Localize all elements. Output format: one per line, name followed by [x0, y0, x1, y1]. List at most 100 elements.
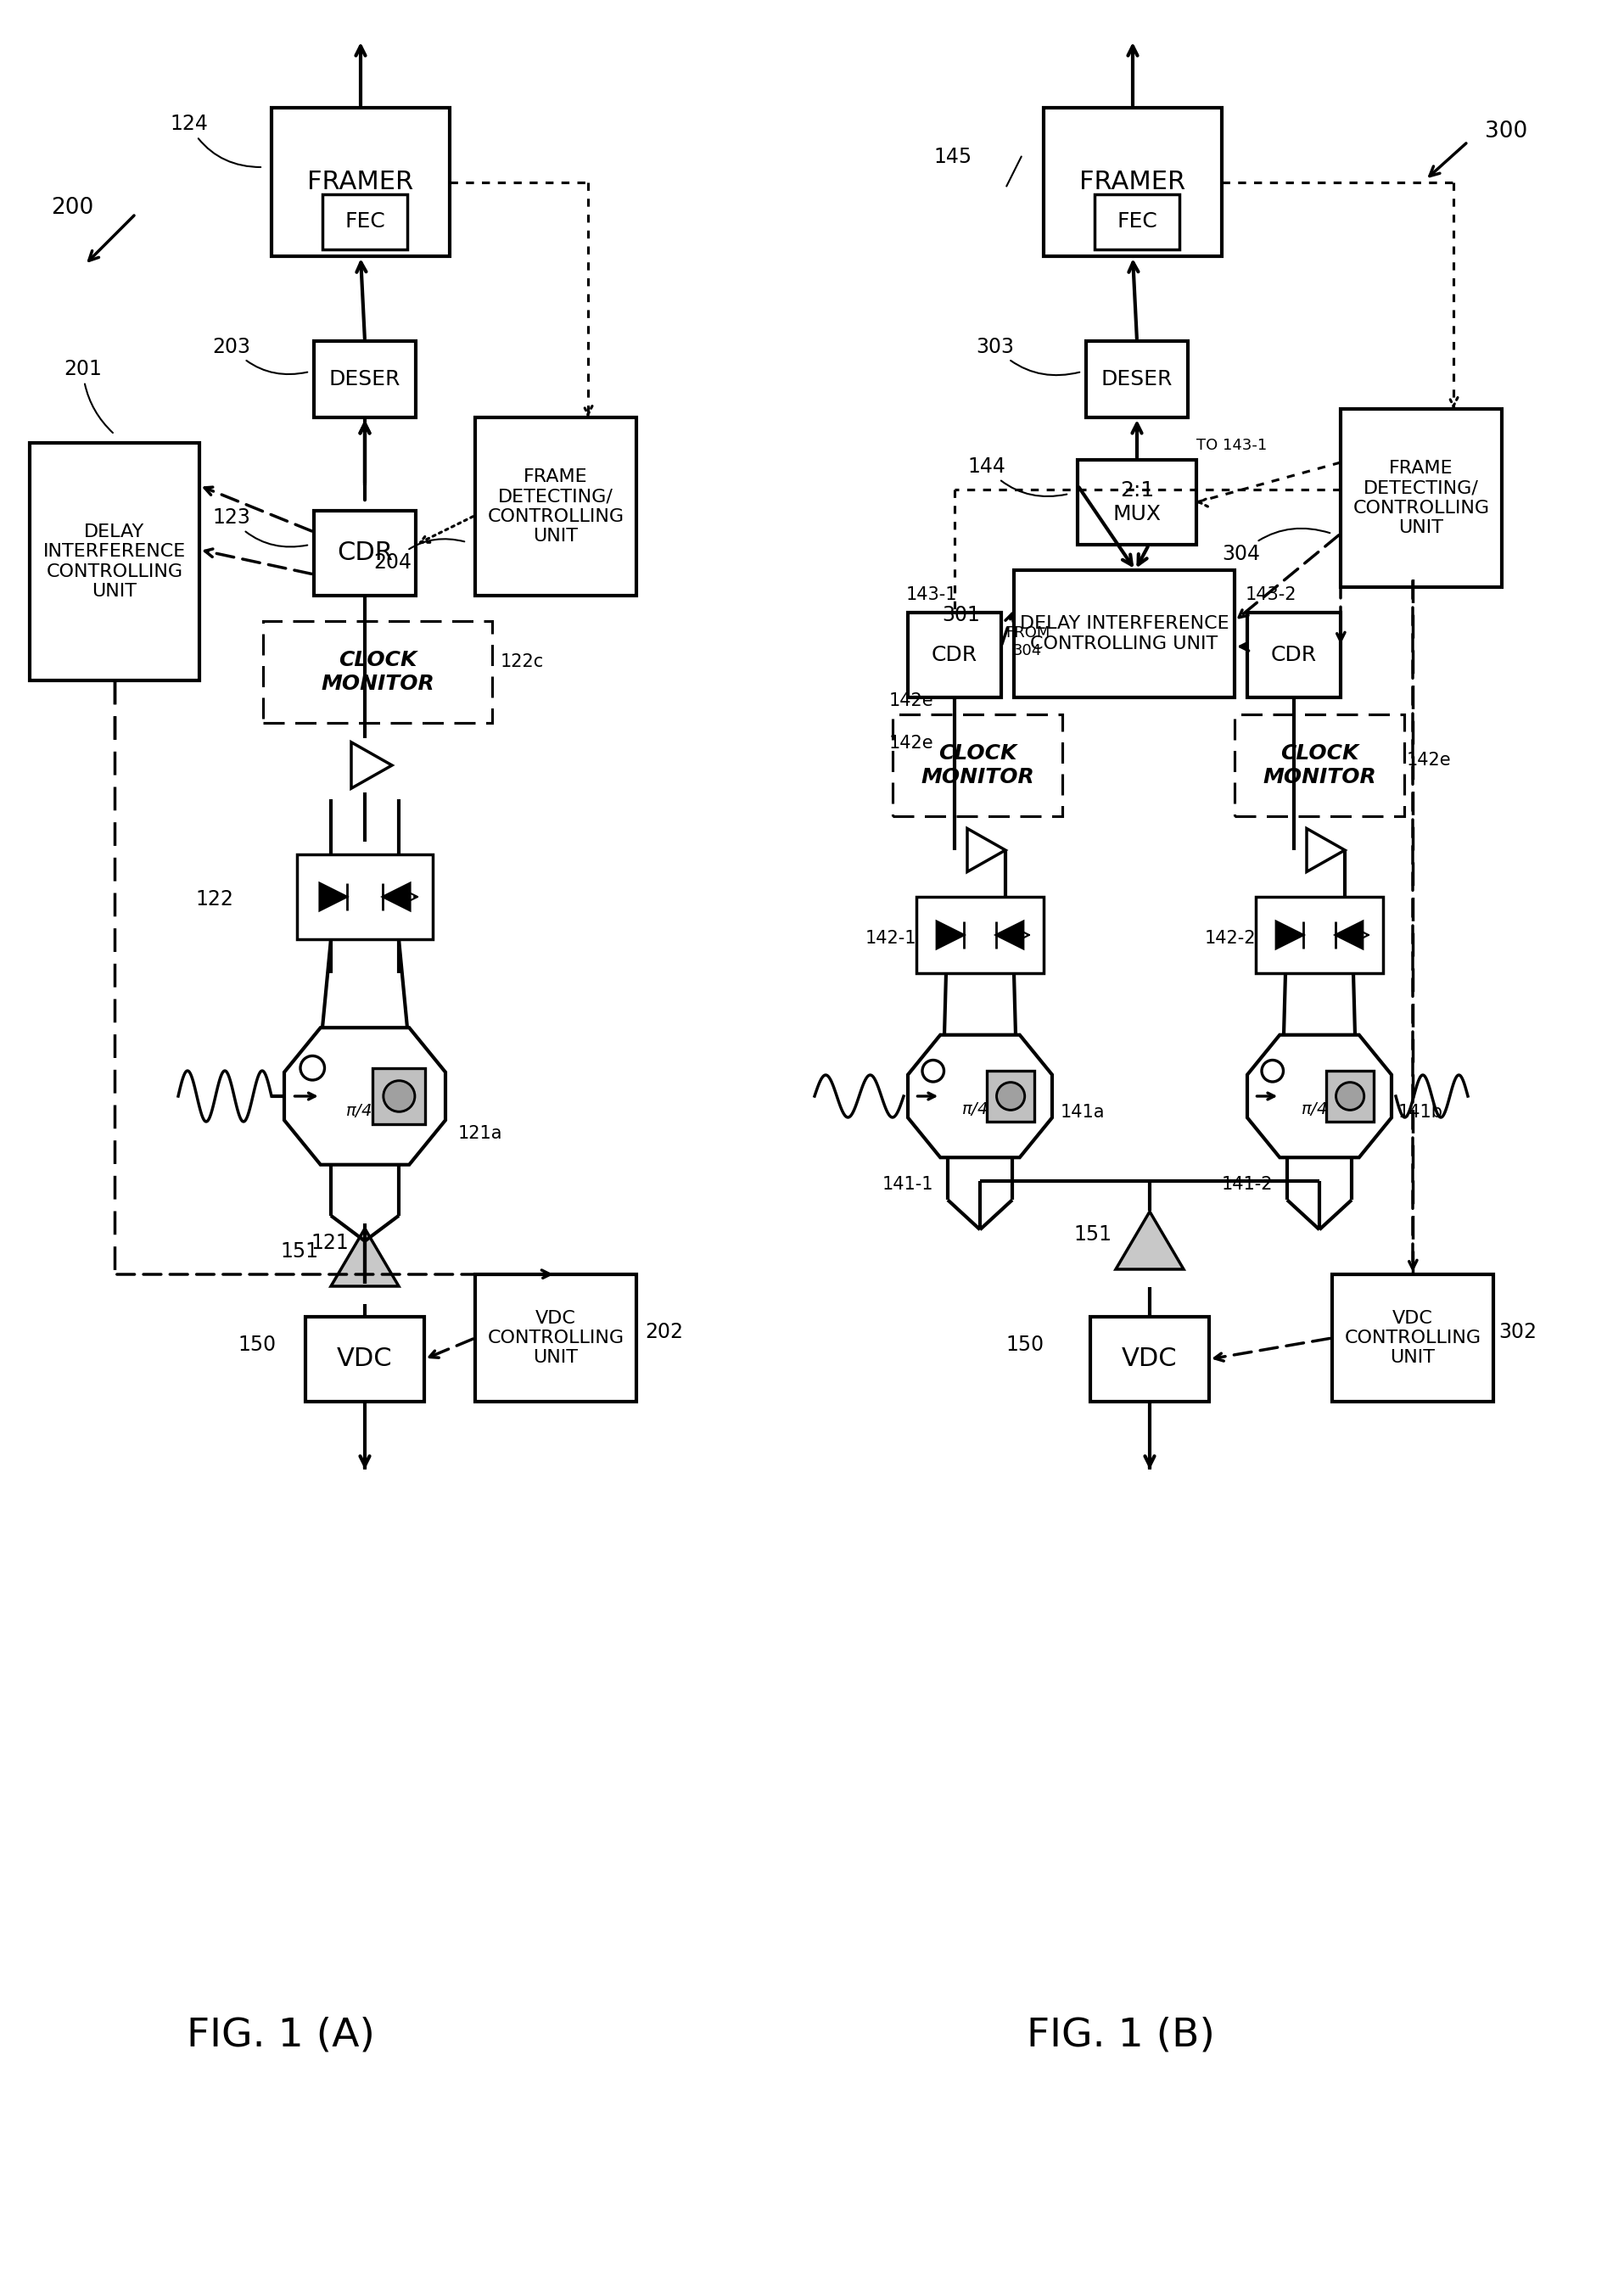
Text: DESER: DESER: [1101, 370, 1173, 391]
Text: 143-1: 143-1: [906, 587, 957, 603]
Bar: [892, 715, 1062, 815]
Text: 304: 304: [1221, 528, 1328, 564]
Polygon shape: [320, 884, 346, 911]
Polygon shape: [331, 1229, 398, 1286]
Text: 123: 123: [213, 507, 307, 546]
Bar: [1255, 898, 1382, 973]
Text: FEC: FEC: [344, 212, 385, 233]
Bar: [374, 1069, 425, 1124]
Bar: [1340, 409, 1501, 587]
Text: 142-1: 142-1: [866, 930, 916, 948]
Polygon shape: [908, 1035, 1052, 1158]
Polygon shape: [937, 920, 963, 948]
Bar: [474, 418, 637, 596]
Text: 141a: 141a: [1060, 1103, 1104, 1121]
Text: 122: 122: [195, 888, 234, 909]
Bar: [1247, 612, 1340, 697]
Text: 200: 200: [50, 196, 94, 219]
Text: 150: 150: [1005, 1334, 1043, 1354]
Text: CLOCK
MONITOR: CLOCK MONITOR: [320, 651, 434, 694]
Text: 150: 150: [237, 1334, 276, 1354]
Text: FRAME
DETECTING/
CONTROLLING
UNIT: FRAME DETECTING/ CONTROLLING UNIT: [1353, 459, 1489, 537]
Text: 121: 121: [310, 1233, 348, 1254]
Ellipse shape: [1335, 1083, 1364, 1110]
Bar: [1077, 459, 1195, 544]
Polygon shape: [966, 829, 1005, 872]
Text: 141-2: 141-2: [1221, 1176, 1273, 1192]
Text: 142e: 142e: [1406, 751, 1450, 770]
Bar: [1325, 1071, 1372, 1121]
Polygon shape: [1306, 829, 1345, 872]
Polygon shape: [383, 884, 409, 911]
Text: 151: 151: [279, 1240, 318, 1261]
Text: 143-2: 143-2: [1246, 587, 1296, 603]
Text: 300: 300: [1484, 121, 1527, 142]
Text: $\pi$/4: $\pi$/4: [344, 1103, 372, 1119]
Text: 145: 145: [932, 146, 971, 167]
Text: 301: 301: [942, 605, 979, 626]
Text: VDC
CONTROLLING
UNIT: VDC CONTROLLING UNIT: [1343, 1309, 1481, 1366]
Text: FRAMER: FRAMER: [307, 169, 414, 194]
Bar: [271, 107, 450, 256]
Text: FROM
304: FROM 304: [1005, 626, 1049, 658]
Polygon shape: [284, 1028, 445, 1165]
Text: 122c: 122c: [500, 653, 544, 669]
Text: DELAY INTERFERENCE
CONTROLLING UNIT: DELAY INTERFERENCE CONTROLLING UNIT: [1020, 614, 1228, 653]
Bar: [1234, 715, 1403, 815]
Text: 151: 151: [1073, 1224, 1111, 1245]
Text: CDR: CDR: [1270, 644, 1315, 665]
Bar: [987, 1071, 1033, 1121]
Text: 202: 202: [645, 1322, 682, 1343]
Text: CDR: CDR: [931, 644, 978, 665]
Text: CLOCK
MONITOR: CLOCK MONITOR: [1262, 742, 1376, 788]
Text: 142-2: 142-2: [1205, 930, 1255, 948]
Polygon shape: [1335, 920, 1363, 948]
Text: 303: 303: [976, 336, 1078, 375]
Bar: [305, 1318, 424, 1402]
Bar: [1085, 340, 1187, 418]
Text: CLOCK
MONITOR: CLOCK MONITOR: [921, 742, 1033, 788]
Bar: [1090, 1318, 1208, 1402]
Bar: [263, 621, 492, 722]
Bar: [1013, 571, 1234, 697]
Text: DESER: DESER: [330, 370, 401, 391]
Text: FRAME
DETECTING/
CONTROLLING
UNIT: FRAME DETECTING/ CONTROLLING UNIT: [487, 468, 624, 544]
Text: FEC: FEC: [1116, 212, 1156, 233]
Text: 142e: 142e: [888, 735, 934, 751]
Text: 144: 144: [966, 457, 1067, 496]
Polygon shape: [351, 742, 391, 788]
Text: 204: 204: [374, 539, 464, 573]
Text: DELAY
INTERFERENCE
CONTROLLING
UNIT: DELAY INTERFERENCE CONTROLLING UNIT: [44, 523, 185, 601]
Bar: [1095, 194, 1179, 249]
Text: FIG. 1 (B): FIG. 1 (B): [1026, 2017, 1215, 2056]
Bar: [322, 194, 408, 249]
Bar: [297, 854, 432, 939]
Bar: [313, 512, 416, 596]
Text: VDC: VDC: [336, 1348, 393, 1370]
Bar: [916, 898, 1043, 973]
Text: 142e: 142e: [888, 692, 934, 710]
Polygon shape: [1275, 920, 1302, 948]
Text: TO 143-1: TO 143-1: [1195, 439, 1267, 452]
Text: 2:1
MUX: 2:1 MUX: [1112, 480, 1161, 525]
Polygon shape: [1247, 1035, 1390, 1158]
Text: 124: 124: [169, 114, 260, 167]
Bar: [313, 340, 416, 418]
Polygon shape: [1116, 1211, 1182, 1270]
Polygon shape: [996, 920, 1023, 948]
Bar: [29, 443, 200, 681]
Text: VDC
CONTROLLING
UNIT: VDC CONTROLLING UNIT: [487, 1309, 624, 1366]
Ellipse shape: [996, 1083, 1025, 1110]
Text: 141b: 141b: [1398, 1103, 1442, 1121]
Text: 121a: 121a: [458, 1126, 502, 1142]
Bar: [1332, 1274, 1492, 1402]
Bar: [908, 612, 1000, 697]
Text: 141-1: 141-1: [882, 1176, 934, 1192]
Text: FRAMER: FRAMER: [1078, 169, 1186, 194]
Ellipse shape: [383, 1080, 414, 1112]
Text: CDR: CDR: [336, 541, 393, 566]
Text: 201: 201: [63, 359, 112, 432]
Text: VDC: VDC: [1121, 1348, 1177, 1370]
Text: FIG. 1 (A): FIG. 1 (A): [187, 2017, 375, 2056]
Text: $\pi$/4: $\pi$/4: [960, 1101, 987, 1117]
